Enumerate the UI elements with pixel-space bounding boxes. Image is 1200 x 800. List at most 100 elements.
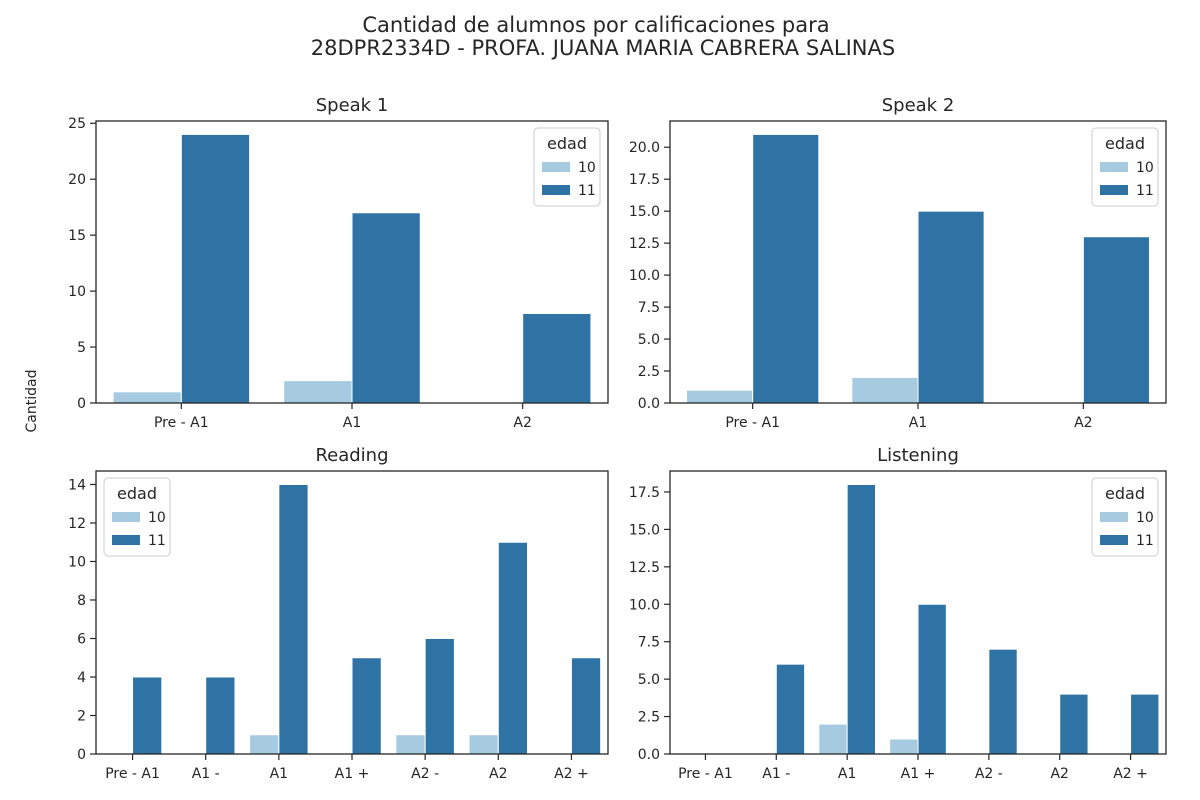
y-tick-label-speak-1: 25 <box>68 116 86 132</box>
y-tick-label-speak-2: 5.0 <box>638 332 660 348</box>
y-tick-label-speak-2: 17.5 <box>629 172 660 188</box>
x-tick-label-reading-a1: A1 + <box>335 766 370 782</box>
bar-listening-a2-edad-11 <box>1130 693 1160 755</box>
y-tick-label-speak-2: 2.5 <box>638 364 660 380</box>
legend-label-speak-2-edad-11: 11 <box>1136 183 1154 199</box>
bar-reading-pre-a1-edad-11 <box>132 676 163 755</box>
bar-listening-a1-edad-11 <box>846 483 876 755</box>
y-tick-label-listening: 17.5 <box>629 485 660 501</box>
chart-title-listening: Listening <box>877 445 959 466</box>
legend-swatch-speak-2-edad-11 <box>1100 185 1128 195</box>
legend-title-reading: edad <box>117 484 157 503</box>
x-tick-label-speak-1-a1: A1 <box>343 415 361 431</box>
bar-reading-a1-edad-11 <box>205 676 236 755</box>
bar-speak-1-a1-edad-10 <box>283 380 353 404</box>
y-tick-label-speak-1: 10 <box>68 284 86 300</box>
y-tick-label-reading: 2 <box>77 708 86 724</box>
y-tick-label-listening: 15.0 <box>629 522 660 538</box>
bar-speak-2-a1-edad-11 <box>917 210 985 404</box>
bar-speak-2-pre-a1-edad-10 <box>686 389 754 404</box>
bar-listening-a1-edad-11 <box>917 603 947 755</box>
chart-reading: Reading 0 2 4 6 8 10 12 14 Pre - A1 A1 - A1 A1 + A2 -… <box>68 445 609 782</box>
x-tick-label-reading-a1: A1 <box>270 766 288 782</box>
y-tick-label-reading: 10 <box>68 554 86 570</box>
bar-speak-1-a2-edad-11 <box>522 312 592 404</box>
legend-swatch-reading-edad-10 <box>112 512 140 522</box>
y-axis-label: Cantidad <box>24 370 40 433</box>
bar-reading-a1-edad-10 <box>249 734 280 755</box>
chart-speak-2: Speak 2 0.0 2.5 5.0 7.5 10.0 12.5 15.0 17.5 20.0 P… <box>629 95 1167 431</box>
y-tick-label-speak-1: 15 <box>68 228 86 244</box>
legend-title-listening: edad <box>1105 484 1145 503</box>
legend-label-listening-edad-11: 11 <box>1136 533 1154 549</box>
x-tick-label-listening-a1: A1 - <box>762 766 790 782</box>
legend-label-speak-1-edad-11: 11 <box>578 183 596 199</box>
bar-listening-a1-edad-10 <box>818 723 848 755</box>
y-tick-label-speak-2: 15.0 <box>629 204 660 220</box>
bar-listening-a1-edad-10 <box>889 738 919 755</box>
bar-reading-a2-edad-10 <box>468 734 499 755</box>
chart-speak-1: Speak 1 0 5 10 15 20 25 Pre - A1 A1 A2 edad 10 11 <box>68 95 609 431</box>
figure-title-line-2: 28DPR2334D - PROFA. JUANA MARIA CABRERA … <box>311 36 895 60</box>
y-tick-label-listening: 12.5 <box>629 560 660 576</box>
bar-speak-1-pre-a1-edad-10 <box>112 391 182 404</box>
bar-listening-a2-edad-11 <box>988 648 1018 755</box>
legend-swatch-speak-2-edad-10 <box>1100 162 1128 172</box>
chart-title-reading: Reading <box>315 445 388 466</box>
x-tick-label-listening-a2: A2 <box>1050 766 1068 782</box>
y-tick-label-speak-2: 20.0 <box>629 140 660 156</box>
legend-label-speak-1-edad-10: 10 <box>578 160 596 176</box>
x-tick-label-listening-a2: A2 - <box>975 766 1003 782</box>
x-tick-label-speak-2-a2: A2 <box>1074 415 1092 431</box>
figure-title-line-1: Cantidad de alumnos por calificaciones p… <box>362 13 829 37</box>
x-tick-label-reading-a2: A2 + <box>554 766 589 782</box>
x-tick-label-listening-a1: A1 <box>838 766 856 782</box>
legend-swatch-speak-1-edad-10 <box>542 162 570 172</box>
y-tick-label-speak-2: 10.0 <box>629 268 660 284</box>
legend-label-listening-edad-10: 10 <box>1136 510 1154 526</box>
y-tick-label-listening: 7.5 <box>638 635 660 651</box>
legend-label-reading-edad-11: 11 <box>148 533 166 549</box>
legend-label-reading-edad-10: 10 <box>148 510 166 526</box>
x-tick-label-speak-1-a2: A2 <box>513 415 531 431</box>
bar-reading-a2-edad-11 <box>424 637 455 755</box>
x-tick-label-speak-1-pre-a1: Pre - A1 <box>154 415 209 431</box>
y-tick-label-reading: 12 <box>68 516 86 532</box>
bar-listening-a1-edad-11 <box>775 663 806 755</box>
y-tick-label-reading: 0 <box>77 747 86 763</box>
legend-speak-2: edad 10 11 <box>1091 127 1159 207</box>
x-tick-label-listening-a2: A2 + <box>1113 766 1148 782</box>
legend-title-speak-2: edad <box>1105 134 1145 153</box>
y-tick-label-listening: 0.0 <box>638 747 660 763</box>
legend-listening: edad 10 11 <box>1091 477 1159 557</box>
legend-reading: edad 10 11 <box>103 477 171 557</box>
bar-speak-2-a1-edad-10 <box>851 376 919 404</box>
legend-swatch-listening-edad-10 <box>1100 512 1128 522</box>
legend-swatch-reading-edad-11 <box>112 535 140 545</box>
bar-speak-2-a2-edad-11 <box>1082 236 1150 404</box>
bar-speak-1-a1-edad-11 <box>351 212 421 404</box>
chart-title-speak-2: Speak 2 <box>882 95 955 116</box>
x-tick-label-listening-a1: A1 + <box>901 766 936 782</box>
x-tick-label-reading-a2: A2 <box>489 766 507 782</box>
legend-label-speak-2-edad-10: 10 <box>1136 160 1154 176</box>
y-tick-label-speak-2: 0.0 <box>638 396 660 412</box>
legend-title-speak-1: edad <box>547 134 587 153</box>
x-tick-label-reading-a1: A1 - <box>192 766 220 782</box>
chart-title-speak-1: Speak 1 <box>316 95 389 116</box>
y-tick-label-listening: 10.0 <box>629 597 660 613</box>
y-tick-label-speak-2: 12.5 <box>629 236 660 252</box>
legend-speak-1: edad 10 11 <box>533 127 601 207</box>
bar-speak-1-pre-a1-edad-11 <box>180 133 251 404</box>
chart-listening: Listening 0.0 2.5 5.0 7.5 10.0 12.5 15.0 17.5 Pre… <box>629 445 1167 782</box>
y-tick-label-listening: 5.0 <box>638 672 660 688</box>
legend-swatch-listening-edad-11 <box>1100 535 1128 545</box>
y-tick-label-speak-2: 7.5 <box>638 300 660 316</box>
x-tick-label-listening-pre-a1: Pre - A1 <box>678 766 733 782</box>
y-tick-label-reading: 8 <box>77 593 86 609</box>
y-tick-label-speak-1: 20 <box>68 172 86 188</box>
y-tick-label-reading: 14 <box>68 477 86 493</box>
x-tick-label-speak-2-a1: A1 <box>909 415 927 431</box>
x-tick-label-reading-a2: A2 - <box>411 766 439 782</box>
